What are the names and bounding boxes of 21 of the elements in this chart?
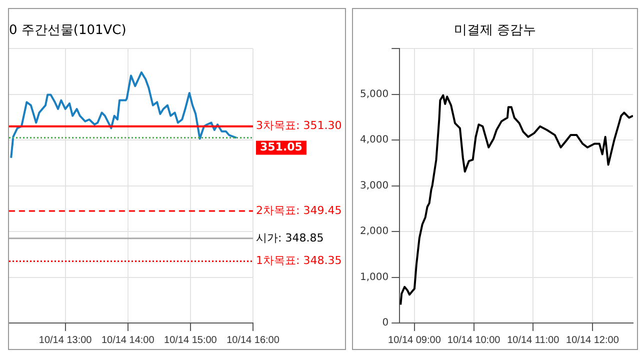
y-tick-label: 4,000	[360, 134, 389, 146]
chart-title: 미결제 증감누	[454, 23, 536, 38]
x-tick-label: 10/14 15:00	[164, 334, 218, 346]
y-tick-label: 3,000	[360, 180, 389, 192]
x-tick-label: 10/14 14:00	[101, 334, 155, 346]
x-tick-label: 10/14 09:00	[388, 334, 442, 346]
x-tick-label: 10/14 11:00	[507, 334, 560, 346]
y-tick-label: 1,000	[360, 272, 389, 283]
y-tick-label: 5,000	[360, 88, 389, 100]
chart-title: 0 주간선물(101VC)	[9, 23, 126, 38]
ref-line-label: 1차목표: 348.35	[256, 254, 342, 268]
ref-line-label: 3차목표: 351.30	[256, 119, 342, 132]
x-tick-label: 10/14 10:00	[447, 334, 501, 346]
x-tick-label: 10/14 13:00	[38, 334, 92, 346]
ref-line-label: 2차목표: 349.45	[256, 204, 342, 217]
annotation: 351.05	[260, 140, 302, 154]
ref-line-label: 시가: 348.85	[256, 231, 324, 244]
x-tick-label: 10/14 12:00	[566, 334, 620, 346]
x-tick-label: 10/14 16:00	[226, 334, 280, 346]
y-tick-label: 0	[382, 318, 389, 329]
y-tick-label: 2,000	[360, 226, 389, 238]
